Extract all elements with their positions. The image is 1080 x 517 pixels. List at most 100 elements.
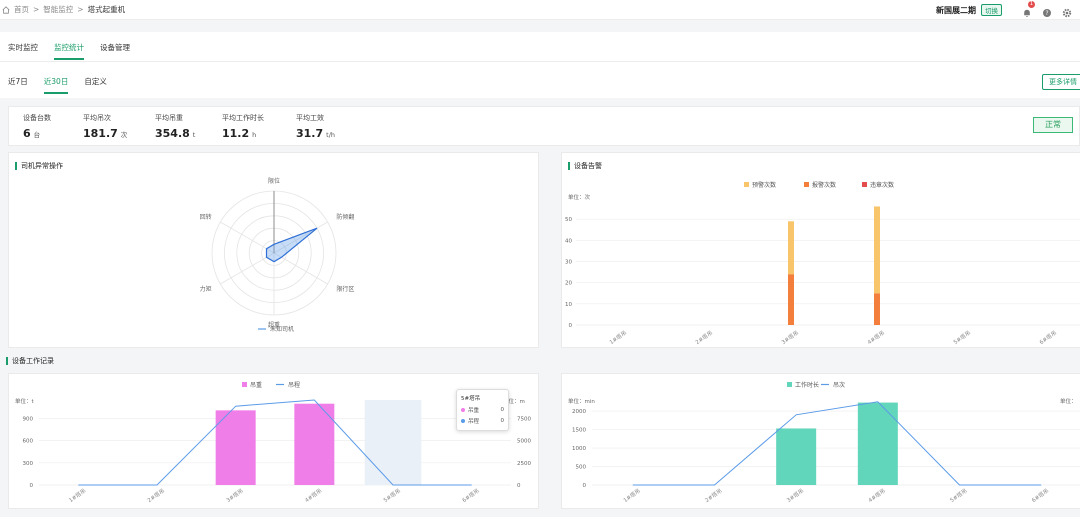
y-tick-label: 0	[30, 483, 34, 489]
x-tick-label: 1#塔吊	[608, 329, 628, 347]
y-tick-label: 20	[565, 281, 572, 287]
svg-text:?: ?	[1045, 10, 1048, 17]
radar-indicator-label: 限行区	[336, 285, 354, 293]
stat-avg-work-hours: 平均工作时长 11.2 h	[222, 113, 264, 140]
y-tick-label: 30	[565, 260, 572, 266]
breadcrumb-current: 塔式起重机	[87, 5, 126, 14]
hover-highlight	[364, 400, 422, 485]
tooltip-row-value: 0	[500, 407, 505, 413]
breadcrumb-section[interactable]: 智能监控	[43, 5, 74, 14]
help-icon[interactable]: ?	[1042, 3, 1052, 17]
legend-label: 报警次数	[812, 181, 836, 189]
y-right-tick-label: 0	[517, 483, 521, 489]
x-tick-label: 1#塔吊	[622, 487, 642, 505]
x-tick-label: 5#塔吊	[382, 487, 402, 505]
y-tick-label: 1500	[572, 428, 586, 434]
x-tick-label: 2#塔吊	[146, 487, 166, 505]
data-bar	[857, 402, 898, 485]
alarm-bar	[874, 293, 880, 325]
breadcrumb-sep: >	[77, 5, 84, 14]
tooltip-row-name: 吊重	[468, 408, 480, 414]
stat-avg-efficiency: 平均工效 31.7 t/h	[296, 113, 335, 140]
stat-avg-weight: 平均吊重 354.8 t	[155, 113, 195, 140]
y-tick-label: 2000	[572, 409, 586, 415]
stat-label: 平均工效	[296, 114, 324, 122]
home-icon[interactable]	[2, 5, 10, 14]
x-tick-label: 6#塔吊	[460, 487, 480, 505]
radar-axis	[273, 252, 328, 285]
y-tick-label: 600	[23, 439, 34, 445]
axis-unit-label: 单位：	[1060, 397, 1077, 405]
alarm-bar	[874, 206, 880, 294]
more-details-button[interactable]: 更多详情	[1042, 74, 1080, 90]
radar-axis	[273, 221, 328, 254]
tab-custom[interactable]: 自定义	[84, 77, 107, 86]
tab-realtime[interactable]: 实时监控	[8, 43, 38, 52]
tab-device-management[interactable]: 设备管理	[100, 43, 130, 52]
tab-30-days[interactable]: 近30日	[43, 76, 69, 94]
tabs-panel: 实时监控 监控统计 设备管理 近7日 近30日 自定义 更多详情	[0, 32, 1080, 98]
data-line	[632, 401, 1042, 486]
data-bar	[294, 403, 335, 485]
alarm-bar	[788, 274, 794, 325]
card-title: 设备告警	[568, 162, 602, 170]
x-tick-label: 4#塔吊	[866, 329, 886, 347]
period-tabs: 近7日 近30日 自定义	[8, 76, 107, 94]
x-tick-label: 2#塔吊	[694, 329, 714, 347]
x-tick-label: 3#塔吊	[785, 487, 805, 505]
switch-project-button[interactable]: 切换	[981, 4, 1002, 16]
legend-swatch-icon	[804, 182, 809, 187]
stat-value: 354.8	[155, 127, 190, 140]
radar-series-area	[265, 227, 318, 263]
radar-indicator-label: 防倾翻	[336, 213, 354, 221]
axis-unit-label: 单位：min	[568, 397, 595, 405]
y-tick-label: 0	[569, 323, 573, 329]
tooltip-title: 5#塔吊	[461, 396, 481, 402]
alarm-bar	[788, 221, 794, 275]
x-tick-label: 4#塔吊	[303, 487, 323, 505]
data-line	[78, 399, 472, 486]
legend-label: 违章次数	[870, 181, 894, 189]
radar-axis	[220, 252, 275, 285]
radar-indicator-label: 限位	[268, 177, 280, 185]
tooltip-row: 吊重 0	[461, 406, 504, 414]
y-tick-label: 500	[576, 465, 587, 471]
stat-label: 设备台数	[23, 114, 51, 122]
legend-swatch-icon	[242, 382, 247, 387]
x-tick-label: 4#塔吊	[867, 487, 887, 505]
status-badge: 正常	[1033, 117, 1073, 133]
legend-label: 工作时长	[795, 381, 819, 389]
bell-icon[interactable]: 1	[1022, 1, 1035, 17]
breadcrumb-home[interactable]: 首页	[14, 5, 29, 14]
x-tick-label: 3#塔吊	[224, 487, 244, 505]
weight-dot-icon	[461, 408, 465, 412]
y-tick-label: 0	[583, 483, 587, 489]
stat-avg-lifts: 平均吊次 181.7 次	[83, 113, 127, 140]
gear-icon[interactable]	[1062, 3, 1072, 18]
y-tick-label: 50	[565, 217, 572, 223]
stat-unit: h	[252, 131, 257, 139]
notification-badge: 1	[1028, 1, 1035, 8]
radar-indicator-label: 力矩	[200, 285, 212, 293]
tooltip-row: 吊程 0	[461, 417, 504, 425]
main-tabs: 实时监控 监控统计 设备管理	[8, 42, 130, 60]
y-right-tick-label: 5000	[517, 439, 531, 445]
driver-abnormal-card: 司机异常操作 限位 防倾翻 限行区 超重 力矩 回转 未知司机	[8, 152, 539, 348]
stat-value: 31.7	[296, 127, 324, 140]
stat-value: 6	[23, 127, 31, 140]
radar-axis	[220, 221, 275, 254]
project-name: 新国展二期	[936, 5, 976, 15]
y-tick-label: 900	[23, 416, 34, 422]
tab-statistics[interactable]: 监控统计	[54, 42, 84, 60]
x-tick-label: 6#塔吊	[1038, 329, 1058, 347]
data-bar	[776, 428, 817, 485]
section-title: 设备工作记录	[6, 357, 54, 365]
x-tick-label: 6#塔吊	[1030, 487, 1050, 505]
data-bar	[215, 410, 256, 485]
tab-7-days[interactable]: 近7日	[8, 77, 28, 86]
axis-unit-label: 单位：t	[15, 397, 35, 405]
stat-label: 平均吊重	[155, 114, 183, 122]
x-tick-label: 2#塔吊	[703, 487, 723, 505]
